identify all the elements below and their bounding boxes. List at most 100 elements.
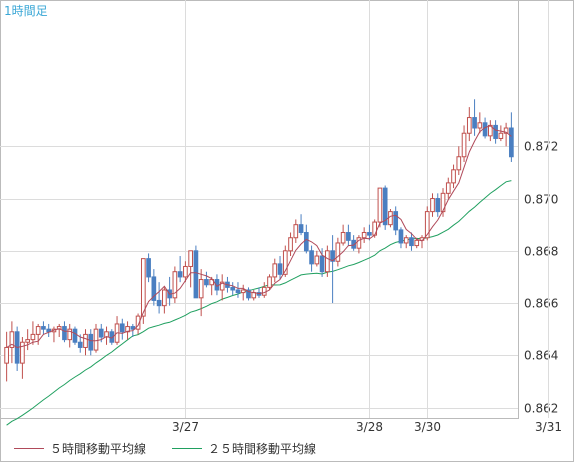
candle-body-down: [151, 276, 157, 301]
candle-body-down: [156, 299, 162, 307]
candle-body-down: [98, 328, 104, 338]
candle-body-up: [4, 346, 9, 364]
candle-body-down: [398, 229, 404, 244]
legend-swatch-ma5: [14, 447, 44, 449]
candle-body-up: [456, 156, 462, 171]
candle-body-up: [198, 279, 204, 299]
candle-body-down: [204, 279, 209, 286]
candle-body-down: [409, 237, 414, 247]
candle-body-up: [188, 250, 193, 267]
legend-item-ma5: ５時間移動平均線: [14, 440, 146, 457]
legend-item-ma25: ２５時間移動平均線: [172, 440, 316, 457]
candle-body-down: [346, 232, 351, 241]
candle-body-up: [219, 281, 225, 291]
candle-body-up: [172, 271, 178, 299]
candle-body-up: [430, 198, 435, 213]
candle-body-up: [183, 265, 188, 278]
y-tick-label: 0.864: [524, 349, 558, 363]
y-tick-label: 0.862: [524, 402, 558, 416]
chart-title: 1時間足: [4, 4, 48, 18]
candle-body-down: [193, 250, 199, 299]
candle-body-up: [83, 333, 88, 348]
candle-body-up: [377, 187, 383, 223]
candle-body-up: [451, 169, 456, 184]
candle-body-up: [240, 289, 246, 294]
candle-body-up: [35, 326, 41, 335]
candle-body-down: [72, 328, 78, 343]
candle-body-up: [440, 192, 446, 213]
candle-body-up: [466, 117, 472, 134]
candle-body-up: [445, 182, 451, 194]
candle-body-up: [503, 127, 509, 134]
candle-body-up: [261, 286, 267, 296]
candle-body-down: [88, 333, 94, 351]
candle-body-down: [319, 255, 325, 273]
x-tick-label: 3/28: [356, 420, 383, 434]
candle-body-down: [472, 117, 477, 129]
candle-body-down: [309, 250, 314, 265]
candle-body-down: [393, 211, 399, 231]
candle-body-down: [41, 326, 46, 330]
y-tick-label: 0.870: [524, 193, 558, 207]
candle-body-down: [493, 124, 498, 139]
candle-body-up: [461, 132, 467, 158]
candle-body-down: [298, 224, 304, 234]
candle-body-up: [9, 331, 15, 348]
legend: ５時間移動平均線 ２５時間移動平均線: [14, 440, 342, 456]
candle-body-down: [119, 323, 125, 333]
candle-body-down: [303, 232, 309, 252]
candle-body-down: [382, 187, 388, 226]
candle-body-up: [340, 232, 346, 244]
candle-body-down: [77, 341, 83, 348]
candle-body-down: [509, 127, 514, 158]
candle-body-up: [93, 328, 99, 351]
legend-label-ma25: ２５時間移動平均線: [208, 441, 317, 456]
candle-body-up: [20, 341, 25, 364]
candle-body-down: [367, 232, 372, 236]
candle-body-up: [388, 211, 393, 226]
candle-body-up: [209, 279, 215, 286]
candle-body-down: [109, 331, 115, 343]
candle-body-up: [414, 239, 420, 247]
x-tick-label: 3/30: [414, 420, 441, 434]
candle-body-down: [230, 286, 236, 291]
legend-swatch-ma25: [172, 447, 203, 449]
candle-body-up: [135, 315, 141, 330]
candle-body-up: [140, 258, 146, 317]
candle-body-up: [335, 242, 341, 262]
candle-body-down: [277, 263, 283, 275]
candle-body-down: [351, 239, 356, 249]
ma5-line: [6, 125, 512, 349]
y-tick-label: 0.872: [524, 140, 558, 154]
x-tick-label: 3/27: [172, 420, 199, 434]
candle-body-up: [314, 255, 320, 265]
candle-body-up: [288, 237, 293, 252]
candle-body-down: [330, 250, 335, 262]
candle-body-down: [235, 289, 241, 294]
candle-body-up: [293, 224, 299, 239]
candle-body-down: [246, 289, 251, 299]
candle-body-up: [282, 250, 288, 275]
y-tick-label: 0.868: [524, 245, 558, 259]
candle-body-up: [67, 328, 73, 341]
y-tick-label: 0.866: [524, 297, 558, 311]
candle-body-up: [356, 237, 362, 249]
candle-body-down: [435, 198, 441, 213]
candle-body-up: [498, 132, 504, 139]
candle-body-up: [424, 211, 430, 239]
candle-body-up: [30, 333, 36, 341]
candle-body-up: [403, 237, 409, 244]
candle-body-down: [62, 326, 67, 341]
candle-body-down: [146, 258, 151, 278]
x-tick-label: 3/31: [535, 420, 562, 434]
candle-body-up: [361, 232, 367, 239]
candle-body-up: [25, 339, 30, 343]
candle-body-down: [177, 271, 183, 278]
candle-body-up: [162, 289, 167, 307]
candle-body-up: [325, 250, 330, 273]
candle-body-up: [477, 122, 483, 129]
candle-body-down: [130, 326, 136, 330]
candle-body-up: [272, 263, 278, 278]
